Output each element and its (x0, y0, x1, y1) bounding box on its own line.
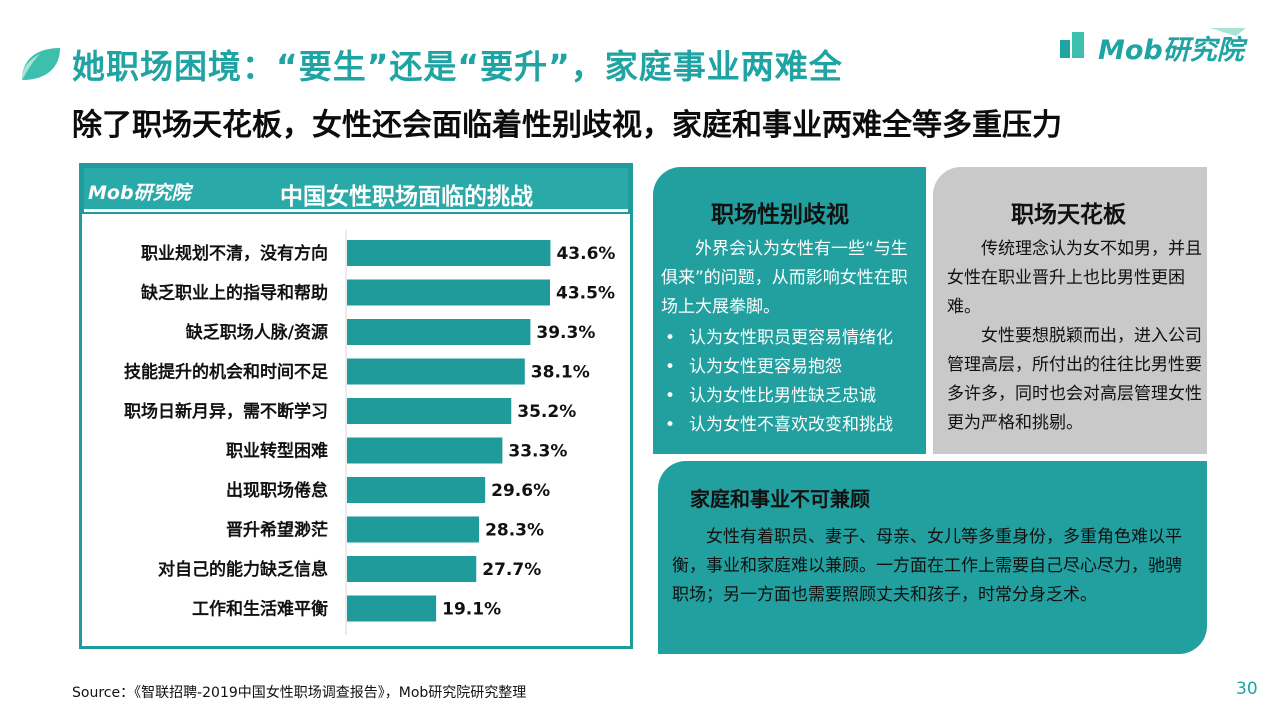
data-label: 29.6% (491, 481, 550, 501)
ceiling-paragraph-1: 传统理念认为女不如男，并且女性在职业晋升上也比男性更困难。 (947, 239, 1202, 317)
discrimination-bullet-list: 认为女性职员更容易情绪化 认为女性更容易抱怨 认为女性比男性缺乏忠诚 认为女性不… (661, 324, 923, 440)
card-title-ceiling: 职场天花板 (1011, 202, 1126, 228)
category-label: 职场日新月异，需不断学习 (124, 401, 328, 422)
brand-logo-text: Mob研究院 (1098, 35, 1244, 66)
source-note: Source：《智联招聘-2019中国女性职场调查报告》，Mob研究院研究整理 (72, 685, 527, 701)
ceiling-paragraph-2: 女性要想脱颖而出，进入公司管理高层，所付出的往往比男性要多许多，同时也会对高层管… (947, 326, 1202, 433)
data-label: 27.7% (482, 560, 541, 580)
card-family-career: 家庭和事业不可兼顾 女性有着职员、妻子、母亲、女儿等多重身份，多重角色难以平衡，… (658, 461, 1207, 654)
category-label: 技能提升的机会和时间不足 (124, 362, 328, 383)
page-number: 30 (1236, 679, 1258, 699)
bullet-item: 认为女性职员更容易情绪化 (661, 324, 923, 353)
data-label: 38.1% (531, 363, 590, 383)
card-title-discrimination: 职场性别歧视 (711, 202, 849, 228)
discrimination-intro: 外界会认为女性有一些“与生俱来”的问题，从而影响女性在职场上大展拳脚。 (661, 239, 908, 317)
bullet-item: 认为女性比男性缺乏忠诚 (661, 382, 923, 411)
bar (347, 279, 550, 306)
card-gender-discrimination: 职场性别歧视 外界会认为女性有一些“与生俱来”的问题，从而影响女性在职场上大展拳… (653, 167, 926, 454)
data-label: 19.1% (442, 600, 501, 620)
page-subtitle: 除了职场天花板，女性还会面临着性别歧视，家庭和事业两难全等多重压力 (72, 108, 1062, 143)
bullet-item: 认为女性不喜欢改变和挑战 (661, 411, 923, 440)
category-label: 缺乏职场人脉/资源 (186, 322, 328, 343)
card-body-family: 女性有着职员、妻子、母亲、女儿等多重身份，多重角色难以平衡，事业和家庭难以兼顾。… (672, 523, 1198, 610)
category-label: 职业规划不清，没有方向 (141, 243, 328, 264)
category-label: 工作和生活难平衡 (192, 599, 328, 620)
card-title-family: 家庭和事业不可兼顾 (690, 487, 870, 511)
bar (347, 319, 531, 345)
leaf-decoration-icon (22, 48, 60, 80)
chart-header: Mob研究院 中国女性职场面临的挑战 (82, 166, 630, 214)
data-label: 39.3% (536, 323, 595, 343)
card-body-discrimination: 外界会认为女性有一些“与生俱来”的问题，从而影响女性在职场上大展拳脚。 认为女性… (661, 235, 923, 440)
data-label: 43.5% (556, 284, 615, 304)
data-label: 33.3% (508, 442, 567, 462)
chart-logo-text: Mob研究院 (88, 182, 191, 204)
category-label: 缺乏职业上的指导和帮助 (141, 283, 328, 304)
bar (347, 477, 486, 503)
bar (347, 595, 437, 622)
data-label: 28.3% (485, 521, 544, 541)
bar (347, 398, 512, 424)
chart-header-inner: Mob研究院 中国女性职场面临的挑战 (84, 168, 628, 212)
category-label: 出现职场倦怠 (226, 480, 328, 501)
bar (347, 358, 525, 385)
card-glass-ceiling: 职场天花板 传统理念认为女不如男，并且女性在职业晋升上也比男性更困难。 女性要想… (933, 167, 1207, 454)
mob-logo-icon (1060, 28, 1246, 58)
bar (347, 437, 503, 464)
category-label: 对自己的能力缺乏信息 (158, 559, 328, 580)
data-label: 43.6% (556, 244, 615, 264)
data-label: 35.2% (517, 402, 576, 422)
category-label: 晋升希望渺茫 (226, 520, 328, 541)
bar-chart: 职业规划不清，没有方向 43.6% 缺乏职业上的指导和帮助 43.5% 缺乏职场人脉/资… (124, 230, 615, 635)
family-paragraph: 女性有着职员、妻子、母亲、女儿等多重身份，多重角色难以平衡，事业和家庭难以兼顾。… (672, 527, 1182, 605)
bar (347, 556, 477, 582)
chart-panel: Mob研究院 中国女性职场面临的挑战 职业规划不清，没有方向 43.6% 缺乏职业上… (79, 163, 633, 649)
bar (347, 240, 551, 266)
bar (347, 516, 480, 543)
card-body-ceiling: 传统理念认为女不如男，并且女性在职业晋升上也比男性更困难。 女性要想脱颖而出，进… (947, 235, 1203, 438)
category-label: 职业转型困难 (226, 441, 328, 462)
bullet-item: 认为女性更容易抱怨 (661, 353, 923, 382)
page-title: 她职场困境：“要生”还是“要升”，家庭事业两难全 (72, 47, 843, 86)
chart-title: 中国女性职场面临的挑战 (280, 184, 533, 210)
